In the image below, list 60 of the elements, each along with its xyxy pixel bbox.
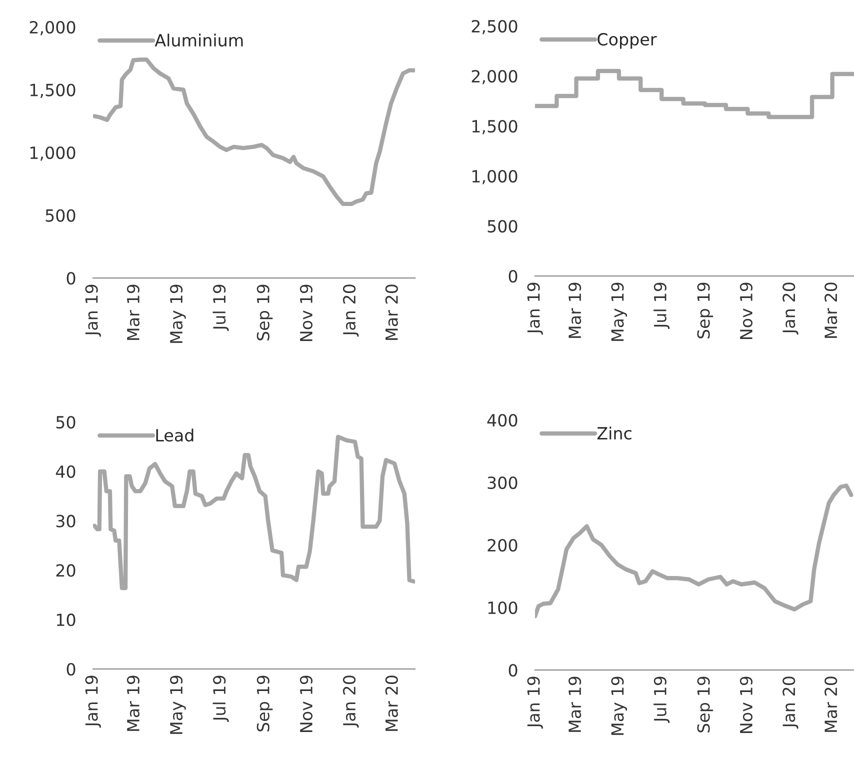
x-tick-label: Nov 19 — [300, 676, 313, 732]
x-tick-label: Jul 19 — [654, 282, 670, 330]
x-tick-label: May 19 — [170, 676, 186, 734]
x-tick-label: Jul 19 — [212, 284, 229, 332]
y-tick-label: 1,000 — [30, 146, 76, 161]
x-tick-label: Jan 19 — [85, 676, 101, 728]
x-tick-label: Nov 19 — [300, 284, 313, 341]
x-tick-label: Sep 19 — [697, 282, 714, 338]
y-tick-label: 300 — [488, 476, 518, 490]
legend-label: Copper — [598, 32, 657, 49]
x-tick-label: Jul 19 — [212, 676, 229, 722]
x-tick-label: Sep 19 — [697, 676, 714, 732]
legend-label: Zinc — [597, 426, 632, 440]
x-tick-label: Mar 20 — [385, 284, 398, 340]
y-tick-label: 0 — [508, 664, 518, 677]
y-tick-label: 2,500 — [472, 20, 518, 34]
x-tick-label: Jan 20 — [342, 284, 359, 337]
y-tick-label: 1,500 — [30, 84, 76, 98]
x-tick-label: Sep 19 — [256, 676, 273, 732]
x-tick-label: Jan 19 — [85, 284, 101, 337]
line-series — [93, 58, 415, 206]
x-tick-label: Nov 19 — [740, 676, 753, 733]
line-series — [535, 484, 854, 618]
y-tick-label: 2,000 — [472, 70, 518, 84]
x-tick-label: Mar 19 — [568, 676, 582, 732]
legend-label: Aluminium — [154, 34, 243, 47]
y-tick-label: 400 — [487, 414, 518, 427]
x-tick-label: Jul 19 — [654, 676, 670, 724]
y-tick-label: 10 — [56, 614, 76, 626]
x-tick-label: Mar 20 — [824, 282, 838, 338]
y-tick-label: 1,000 — [472, 170, 518, 184]
y-tick-label: 50 — [56, 416, 76, 429]
x-tick-label: Mar 20 — [824, 676, 838, 732]
y-tick-label: 500 — [46, 209, 76, 222]
y-tick-label: 0 — [66, 272, 76, 285]
y-tick-label: 1,500 — [472, 120, 518, 134]
x-tick-label: Jan 20 — [342, 676, 359, 728]
y-tick-label: 30 — [56, 514, 76, 528]
x-tick-label: Jan 19 — [527, 282, 543, 335]
x-tick-label: Mar 19 — [126, 676, 140, 731]
y-tick-label: 20 — [56, 564, 76, 577]
y-tick-label: 2,000 — [30, 20, 76, 36]
x-tick-label: Jan 20 — [782, 282, 798, 335]
y-tick-label: 500 — [488, 220, 518, 233]
x-tick-label: May 19 — [611, 282, 628, 341]
x-tick-label: Sep 19 — [256, 284, 273, 340]
y-tick-label: 0 — [508, 270, 518, 283]
x-tick-label: Jan 20 — [782, 676, 798, 729]
y-tick-label: 200 — [488, 538, 518, 552]
y-tick-label: 100 — [488, 601, 518, 614]
x-tick-label: May 19 — [611, 676, 628, 735]
y-tick-label: 40 — [56, 465, 76, 478]
x-tick-label: Mar 19 — [126, 284, 140, 340]
x-tick-label: May 19 — [170, 284, 186, 343]
x-tick-label: Jan 19 — [527, 676, 543, 729]
x-tick-label: Nov 19 — [740, 282, 753, 339]
y-tick-label: 0 — [66, 662, 76, 676]
x-tick-label: Mar 20 — [385, 676, 398, 731]
x-tick-label: Mar 19 — [568, 282, 582, 338]
legend-label: Lead — [156, 428, 194, 442]
